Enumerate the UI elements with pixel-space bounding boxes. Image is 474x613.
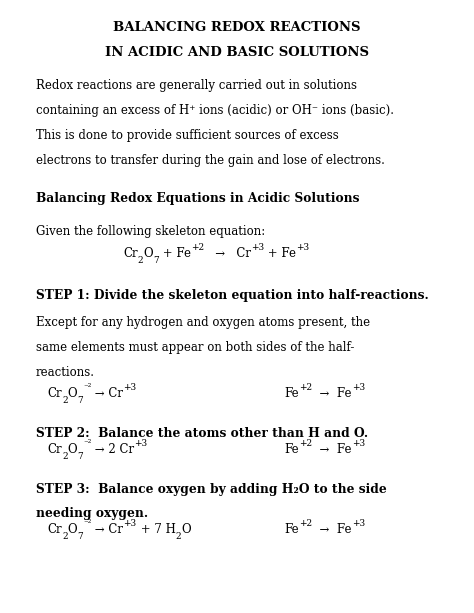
Text: needing oxygen.: needing oxygen. xyxy=(36,507,148,520)
Text: Cr: Cr xyxy=(47,524,62,536)
Text: →   Cr: → Cr xyxy=(204,247,251,260)
Text: STEP 2:  Balance the atoms other than H and O.: STEP 2: Balance the atoms other than H a… xyxy=(36,427,368,440)
Text: +2: +2 xyxy=(299,519,312,528)
Text: +3: +3 xyxy=(352,383,365,392)
Text: +3: +3 xyxy=(296,243,309,252)
Text: electrons to transfer during the gain and lose of electrons.: electrons to transfer during the gain an… xyxy=(36,154,384,167)
Text: 2: 2 xyxy=(62,532,68,541)
Text: Fe: Fe xyxy=(284,524,299,536)
Text: reactions.: reactions. xyxy=(36,366,94,379)
Text: 7: 7 xyxy=(77,532,83,541)
Text: Cr: Cr xyxy=(47,387,62,400)
Text: O: O xyxy=(144,247,153,260)
Text: O: O xyxy=(68,443,77,456)
Text: →  Fe: → Fe xyxy=(312,387,352,400)
Text: 7: 7 xyxy=(77,396,83,405)
Text: Fe: Fe xyxy=(284,443,299,456)
Text: +3: +3 xyxy=(123,519,137,528)
Text: O: O xyxy=(68,524,77,536)
Text: ⁻²: ⁻² xyxy=(83,519,91,528)
Text: Balancing Redox Equations in Acidic Solutions: Balancing Redox Equations in Acidic Solu… xyxy=(36,192,359,205)
Text: +3: +3 xyxy=(135,439,147,448)
Text: O: O xyxy=(181,524,191,536)
Text: +3: +3 xyxy=(251,243,264,252)
Text: + 7 H: + 7 H xyxy=(137,524,175,536)
Text: 2: 2 xyxy=(175,532,181,541)
Text: +2: +2 xyxy=(191,243,204,252)
Text: IN ACIDIC AND BASIC SOLUTIONS: IN ACIDIC AND BASIC SOLUTIONS xyxy=(105,47,369,59)
Text: STEP 1: Divide the skeleton equation into half-reactions.: STEP 1: Divide the skeleton equation int… xyxy=(36,289,428,302)
Text: ⁻²: ⁻² xyxy=(83,439,91,448)
Text: Fe: Fe xyxy=(284,387,299,400)
Text: +3: +3 xyxy=(352,519,365,528)
Text: containing an excess of H⁺ ions (acidic) or OH⁻ ions (basic).: containing an excess of H⁺ ions (acidic)… xyxy=(36,104,393,117)
Text: 2: 2 xyxy=(62,452,68,461)
Text: Cr: Cr xyxy=(47,443,62,456)
Text: 2: 2 xyxy=(138,256,144,265)
Text: → 2 Cr: → 2 Cr xyxy=(91,443,135,456)
Text: + Fe: + Fe xyxy=(264,247,296,260)
Text: 7: 7 xyxy=(153,256,159,265)
Text: +2: +2 xyxy=(299,383,312,392)
Text: BALANCING REDOX REACTIONS: BALANCING REDOX REACTIONS xyxy=(113,21,361,34)
Text: +3: +3 xyxy=(352,439,365,448)
Text: +2: +2 xyxy=(299,439,312,448)
Text: Given the following skeleton equation:: Given the following skeleton equation: xyxy=(36,225,265,238)
Text: Except for any hydrogen and oxygen atoms present, the: Except for any hydrogen and oxygen atoms… xyxy=(36,316,370,329)
Text: →  Fe: → Fe xyxy=(312,524,352,536)
Text: O: O xyxy=(68,387,77,400)
Text: +3: +3 xyxy=(123,383,137,392)
Text: Cr: Cr xyxy=(123,247,138,260)
Text: + Fe: + Fe xyxy=(159,247,191,260)
Text: ⁻²: ⁻² xyxy=(83,383,91,392)
Text: Redox reactions are generally carried out in solutions: Redox reactions are generally carried ou… xyxy=(36,79,356,92)
Text: same elements must appear on both sides of the half-: same elements must appear on both sides … xyxy=(36,341,354,354)
Text: 7: 7 xyxy=(77,452,83,461)
Text: → Cr: → Cr xyxy=(91,524,123,536)
Text: This is done to provide sufficient sources of excess: This is done to provide sufficient sourc… xyxy=(36,129,338,142)
Text: 2: 2 xyxy=(62,396,68,405)
Text: STEP 3:  Balance oxygen by adding H₂O to the side: STEP 3: Balance oxygen by adding H₂O to … xyxy=(36,483,386,496)
Text: → Cr: → Cr xyxy=(91,387,123,400)
Text: →  Fe: → Fe xyxy=(312,443,352,456)
